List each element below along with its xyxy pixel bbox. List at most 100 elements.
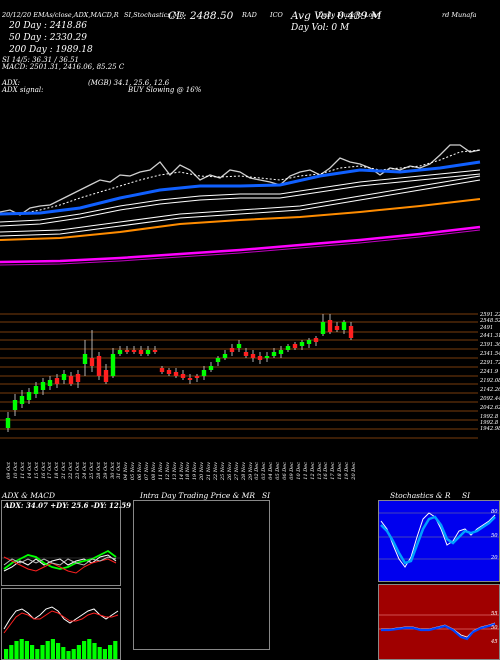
macd-bar: [76, 645, 81, 659]
date-tick: 18 Dec: [337, 462, 344, 480]
rsi-level-50: 50: [491, 625, 498, 631]
macd-bar: [9, 645, 14, 659]
title-part-1: 20/12/20 EMAs/close,ADX,MACD,R: [2, 11, 119, 19]
candle-body: [145, 350, 151, 354]
macd-histogram: [3, 606, 119, 659]
date-tick: 19 Dec: [344, 462, 351, 480]
date-tick: 29 Oct: [102, 462, 109, 479]
date-tick: 10 Oct: [12, 462, 19, 479]
date-tick: 07 Nov: [144, 462, 150, 481]
ema-chart: [0, 144, 481, 266]
candle-body: [320, 322, 326, 334]
ema-20-label: 20 Day : 2418.86: [9, 21, 87, 31]
candle-body: [208, 366, 214, 370]
stoch-level-80: 80: [491, 509, 498, 515]
price-axis: 2591.22 2548.52 2491 2441.31 2391.36 2341.54 2…: [480, 312, 500, 462]
macd-bar: [40, 645, 45, 659]
date-tick: 16 Oct: [40, 462, 47, 479]
title-part-5: ICO: [270, 11, 283, 19]
date-tick: 24 Oct: [81, 462, 88, 479]
macd-bar: [35, 649, 40, 659]
price-tick: 1942.98: [480, 426, 500, 432]
adx-values: ADX: 34.07 +DY: 25.6 -DY: 12.59: [4, 501, 131, 510]
macd-bar: [108, 645, 113, 659]
title-part-4: RAD: [242, 11, 257, 19]
candle-body: [103, 370, 109, 382]
date-tick: 09 Oct: [6, 462, 12, 479]
rsi-level-55: 55: [491, 611, 498, 617]
date-tick: 02 Dec: [254, 462, 261, 480]
price-tick: 2042.62: [480, 405, 500, 411]
candle-body: [201, 370, 207, 376]
date-tick: 10 Dec: [295, 462, 302, 480]
day-volume: Day Vol: 0 M: [291, 23, 350, 33]
macd-readout: MACD: 2501.31, 2416.06, 85.25 C: [2, 63, 125, 71]
macd-bar: [87, 639, 92, 659]
macd-panel: [1, 588, 121, 660]
date-tick: 11 Dec: [302, 462, 309, 480]
date-tick: 05 Dec: [275, 462, 282, 480]
date-axis: 09 Oct 10 Oct 11 Oct 14 Oct 15 Oct 16 Oct 17 O…: [0, 462, 360, 492]
date-tick: 22 Nov: [213, 462, 219, 481]
candle-body: [180, 374, 186, 378]
candle-body: [68, 376, 74, 384]
candle-body: [348, 326, 354, 338]
candle-body: [341, 322, 347, 330]
candle-body: [117, 350, 123, 354]
date-tick: 12 Nov: [164, 462, 171, 481]
rsi-readout: SI 14/5: 36.31 / 36.51: [2, 56, 79, 64]
title-part-6: Daily Munafa Lowt: [318, 11, 381, 19]
candle-body: [33, 386, 39, 394]
candle-body: [12, 400, 18, 410]
date-tick: 04 Nov: [123, 462, 130, 481]
stoch-level-50: 50: [491, 533, 498, 539]
candle-body: [152, 350, 158, 352]
date-tick: 20 Dec: [351, 462, 357, 480]
avg-volume: Avg Vol: 0.439 M: [291, 10, 382, 22]
long-magenta-line-2: [0, 229, 481, 266]
date-tick: 09 Dec: [288, 462, 295, 480]
ema-200-line: [0, 198, 481, 241]
candle-body: [299, 342, 305, 346]
title-part-7: rd Munafa: [442, 11, 477, 19]
macd-bar: [113, 641, 118, 659]
date-tick: 27 Nov: [233, 462, 240, 481]
mid-avg-line-2: [0, 173, 481, 227]
macd-bar: [71, 649, 76, 659]
macd-bar: [66, 651, 71, 659]
candle-body: [222, 354, 228, 358]
candle-body: [82, 354, 88, 364]
date-tick: 12 Dec: [309, 462, 316, 480]
candle-body: [26, 392, 32, 400]
candle-body: [96, 356, 102, 376]
date-tick: 13 Dec: [316, 462, 323, 480]
candle-body: [292, 344, 298, 348]
candle-body: [327, 320, 333, 332]
date-tick: 14 Nov: [178, 462, 185, 481]
close-price-line: [0, 144, 481, 216]
date-tick: 03 Dec: [261, 462, 268, 480]
date-tick: 15 Oct: [33, 462, 40, 479]
long-avg-line-1: [0, 175, 481, 233]
date-tick: 06 Dec: [282, 462, 288, 480]
candle-body: [110, 354, 116, 376]
price-tick: 2092.44: [480, 396, 500, 402]
stochastics-panel: 80 50 20: [378, 500, 500, 582]
price-tick: 2142.26: [480, 387, 500, 393]
macd-bar: [61, 647, 66, 659]
macd-bar: [56, 643, 61, 659]
ema-50-line: [0, 160, 481, 216]
candle-body: [257, 356, 263, 360]
price-tick: 1992.8: [480, 420, 499, 426]
candle-body: [61, 374, 67, 380]
candle-body: [306, 340, 312, 344]
date-tick: 28 Nov: [240, 462, 247, 481]
macd-bar: [92, 643, 97, 659]
date-tick: 11 Nov: [157, 462, 164, 481]
long-magenta-line: [0, 225, 481, 264]
macd-bar: [30, 645, 35, 659]
candle-body: [285, 346, 291, 350]
date-tick: 17 Oct: [47, 462, 54, 479]
ema-200-label: 200 Day : 1989.18: [9, 45, 93, 55]
price-tick: 1992.8: [480, 414, 499, 420]
